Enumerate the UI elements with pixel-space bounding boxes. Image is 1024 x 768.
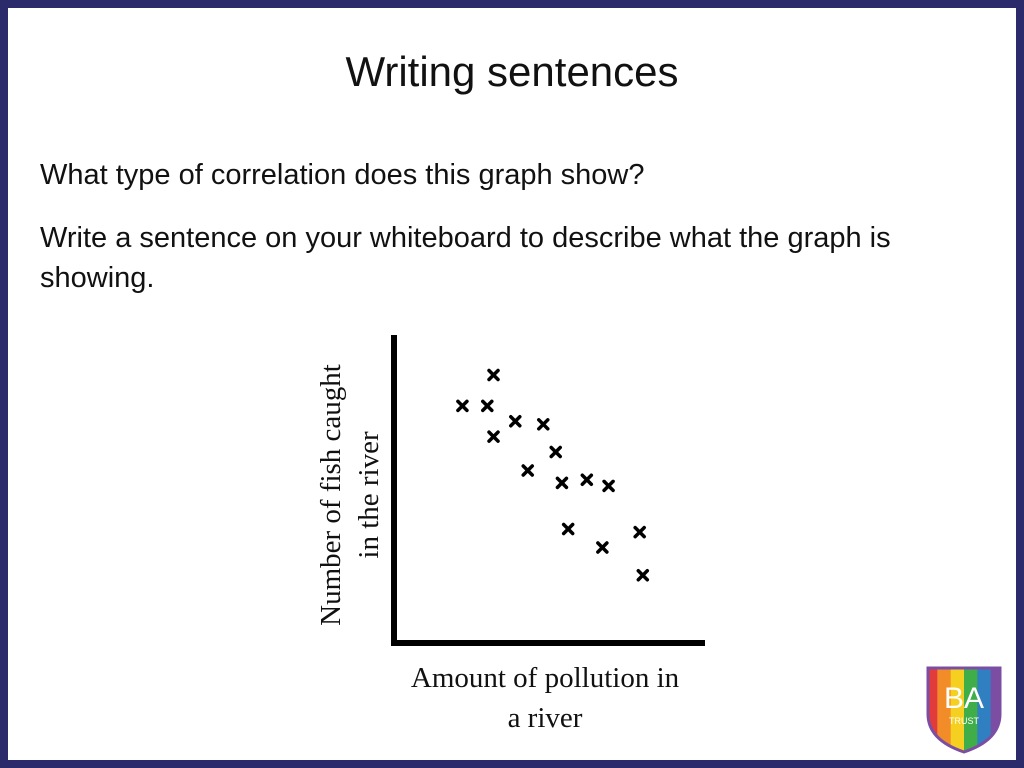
data-point-2 — [481, 399, 494, 413]
logo-stripe — [937, 668, 952, 752]
data-point-11 — [580, 473, 594, 487]
data-point-1 — [456, 399, 469, 413]
data-point-3 — [487, 368, 500, 382]
question-text: What type of correlation does this graph… — [40, 159, 645, 191]
data-point-5 — [509, 414, 522, 428]
points-layer — [456, 368, 650, 582]
ba-trust-logo: BA TRUST — [926, 666, 1002, 754]
data-point-6 — [521, 464, 534, 477]
logo-stripe — [928, 668, 938, 752]
logo-stripe — [990, 668, 1000, 752]
y-axis-label-line-1: Number of fish caught — [315, 364, 347, 626]
data-point-14 — [633, 525, 646, 539]
logo-text: BA — [944, 682, 984, 715]
data-point-15 — [636, 568, 650, 582]
logo-stripe — [950, 668, 965, 752]
data-point-8 — [549, 445, 562, 459]
data-point-13 — [602, 479, 615, 493]
x-axis-label-line-2: a river — [508, 702, 583, 734]
y-axis-label-line-2: in the river — [353, 431, 385, 559]
data-point-10 — [561, 522, 575, 536]
data-point-12 — [596, 541, 609, 554]
x-axis-label-line-1: Amount of pollution in — [411, 662, 680, 694]
logo-stripe — [964, 668, 978, 752]
logo-stripes — [928, 668, 1000, 752]
data-point-9 — [555, 476, 569, 490]
data-point-4 — [487, 430, 500, 443]
logo-subtext: TRUST — [949, 716, 979, 726]
logo-stripe — [977, 668, 992, 752]
data-point-7 — [537, 418, 550, 431]
slide-title: Writing sentences — [345, 48, 679, 95]
instruction-text: Write a sentence on your whiteboard to d… — [40, 222, 891, 294]
